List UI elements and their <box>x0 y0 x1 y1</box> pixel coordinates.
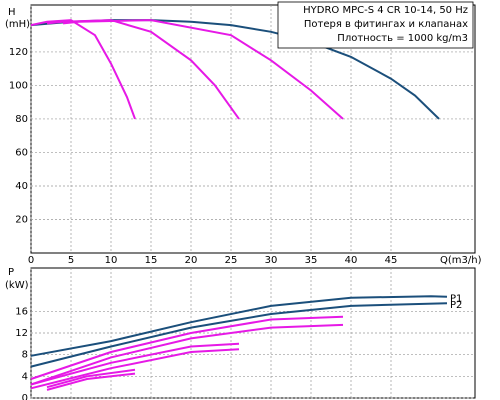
y-tick-label: 60 <box>15 147 28 158</box>
y-tick-label: 80 <box>15 114 28 125</box>
series-line <box>46 372 136 391</box>
series-label: P1 <box>450 294 462 305</box>
info-box <box>277 1 474 49</box>
x-axis-label: Q(m3/h) <box>440 255 482 266</box>
y-tick-label: 4 <box>22 371 28 382</box>
series-line <box>46 19 240 120</box>
y-tick-label: 120 <box>9 47 28 58</box>
series-line <box>46 368 136 389</box>
x-tick-label: 45 <box>385 255 398 266</box>
series-line <box>30 315 344 380</box>
series-line <box>30 302 448 368</box>
x-tick-label: 35 <box>305 255 318 266</box>
series-line <box>62 19 344 120</box>
y-tick-label: 0 <box>22 393 28 400</box>
series-line <box>30 342 240 386</box>
x-tick-label: 15 <box>145 255 158 266</box>
y-axis-label: P <box>8 267 14 278</box>
y-axis-label: H <box>8 7 16 18</box>
x-tick-label: 0 <box>28 255 34 266</box>
subtitle: Потеря в фитингах и клапанах <box>304 19 468 30</box>
x-tick-label: 25 <box>225 255 238 266</box>
x-tick-label: 20 <box>185 255 198 266</box>
y-tick-label: 40 <box>15 181 28 192</box>
x-tick-label: 10 <box>105 255 118 266</box>
y-tick-label: 16 <box>15 306 28 317</box>
series-line <box>30 348 240 390</box>
chart-title: HYDRO MPC-S 4 CR 10-14, 50 Hz <box>303 5 468 16</box>
y-tick-label: 100 <box>9 80 28 91</box>
x-tick-label: 5 <box>68 255 74 266</box>
y-tick-label: 20 <box>15 214 28 225</box>
y-tick-label: 12 <box>15 328 28 339</box>
series-line <box>30 295 448 357</box>
series-line <box>30 323 344 386</box>
series-line <box>30 19 136 120</box>
series-label: P2 <box>450 300 462 311</box>
x-tick-label: 40 <box>345 255 358 266</box>
y-axis-label: (mH) <box>5 19 30 30</box>
x-tick-label: 30 <box>265 255 278 266</box>
y-tick-label: 8 <box>22 350 28 361</box>
subtitle: Плотность = 1000 kg/m3 <box>337 33 468 44</box>
y-axis-label: (kW) <box>5 280 29 291</box>
